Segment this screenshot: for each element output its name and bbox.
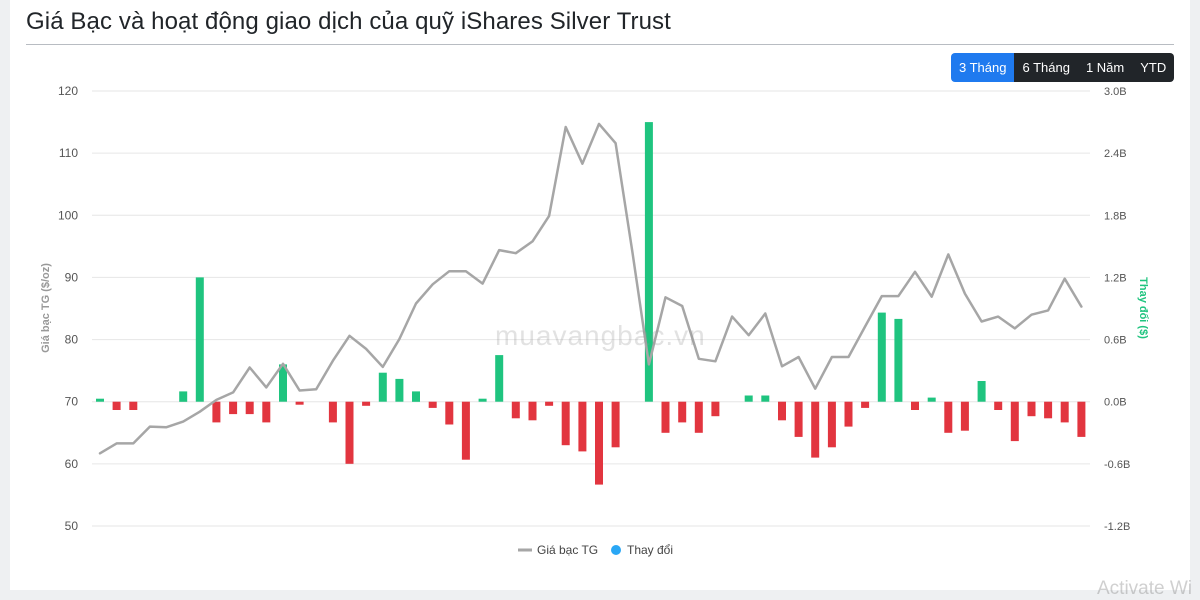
change-bar [778, 401, 786, 421]
change-bar [611, 401, 620, 448]
left-axis-tick-label: 60 [65, 457, 79, 471]
change-bar [678, 401, 687, 423]
change-bar [412, 391, 420, 402]
left-axis-tick-label: 120 [58, 84, 78, 98]
change-bar [96, 398, 104, 402]
right-axis-tick-label: 0.0B [1104, 397, 1127, 409]
change-bar [595, 401, 603, 485]
range-button-3-months[interactable]: 3 Tháng [951, 53, 1015, 82]
change-bar [644, 122, 653, 402]
change-bar [212, 401, 221, 423]
change-bar [994, 401, 1003, 410]
change-bar [711, 401, 720, 417]
left-axis-title: Giá bạc TG ($/oz) [40, 263, 52, 353]
change-bar [229, 401, 238, 415]
change-bar [295, 401, 304, 405]
change-bar [528, 401, 537, 421]
left-axis-tick-label: 70 [65, 395, 79, 409]
change-bar [894, 318, 903, 402]
os-activation-overlay: Activate Wi [1097, 578, 1193, 599]
left-axis-tick-label: 110 [59, 146, 78, 160]
change-bar [378, 372, 387, 402]
change-bar [478, 398, 487, 402]
change-bar [827, 401, 836, 448]
right-axis-tick-label: 3.0B [1104, 86, 1127, 98]
change-bar [811, 401, 820, 458]
left-axis-tick-label: 90 [65, 270, 79, 284]
change-bar [461, 401, 470, 460]
change-bar [1010, 401, 1019, 442]
legend-dot-swatch [611, 545, 621, 555]
change-bar [694, 401, 703, 433]
range-selector: 3 Tháng 6 Tháng 1 Năm YTD [951, 53, 1175, 82]
change-bar [944, 401, 953, 433]
right-axis-tick-label: -1.2B [1104, 521, 1130, 533]
change-bar [279, 364, 287, 402]
change-bar [1077, 401, 1086, 437]
range-button-6-months[interactable]: 6 Tháng [1014, 53, 1078, 82]
change-bar [578, 401, 587, 452]
change-bar [395, 378, 404, 402]
left-axis-tick-label: 80 [65, 333, 79, 347]
change-bar [445, 401, 454, 425]
change-bar [761, 395, 770, 402]
change-bar [861, 401, 870, 408]
right-axis-tick-label: 1.2B [1104, 272, 1127, 284]
change-bar [195, 277, 204, 402]
change-bar [794, 401, 803, 437]
legend-label-change: Thay đổi [627, 543, 673, 557]
change-bar [179, 391, 188, 402]
change-bar [977, 381, 986, 402]
right-axis-tick-label: 1.8B [1104, 210, 1127, 222]
change-bar [328, 401, 337, 423]
right-axis-title: Thay đổi ($) [1137, 277, 1149, 339]
change-bar [1060, 401, 1069, 423]
left-axis-tick-label: 50 [65, 519, 79, 533]
left-axis-tick-label: 100 [58, 208, 78, 222]
legend-label-price: Giá bạc TG [537, 543, 598, 557]
change-bar [561, 401, 570, 446]
change-bar [877, 312, 886, 402]
change-bar [511, 401, 520, 419]
watermark: muavangbac.vn [495, 320, 706, 351]
change-bar [927, 397, 936, 402]
change-bar [428, 401, 437, 408]
change-bar [112, 401, 121, 410]
change-bar [129, 401, 138, 410]
change-bar [744, 395, 753, 402]
change-bar [1044, 401, 1053, 419]
change-bar [345, 401, 354, 464]
change-bar [844, 401, 853, 427]
change-bar [911, 401, 919, 410]
change-bar [661, 401, 670, 433]
change-bar [495, 355, 504, 402]
change-bar [262, 401, 271, 423]
change-bar [545, 401, 554, 406]
right-axis-tick-label: 2.4B [1104, 148, 1127, 160]
range-button-1-year[interactable]: 1 Năm [1077, 53, 1133, 82]
page-title: Giá Bạc và hoạt động giao dịch của quỹ i… [26, 8, 671, 35]
title-divider [26, 44, 1174, 45]
range-button-ytd[interactable]: YTD [1132, 53, 1175, 82]
change-bar [362, 401, 371, 406]
right-axis-tick-label: -0.6B [1104, 459, 1130, 471]
price-line [98, 122, 1083, 455]
change-bar [960, 401, 969, 431]
change-bar [1027, 401, 1036, 417]
chart-card: Giá Bạc và hoạt động giao dịch của quỹ i… [10, 0, 1190, 590]
change-bar [245, 401, 254, 415]
right-axis-tick-label: 0.6B [1104, 335, 1127, 347]
